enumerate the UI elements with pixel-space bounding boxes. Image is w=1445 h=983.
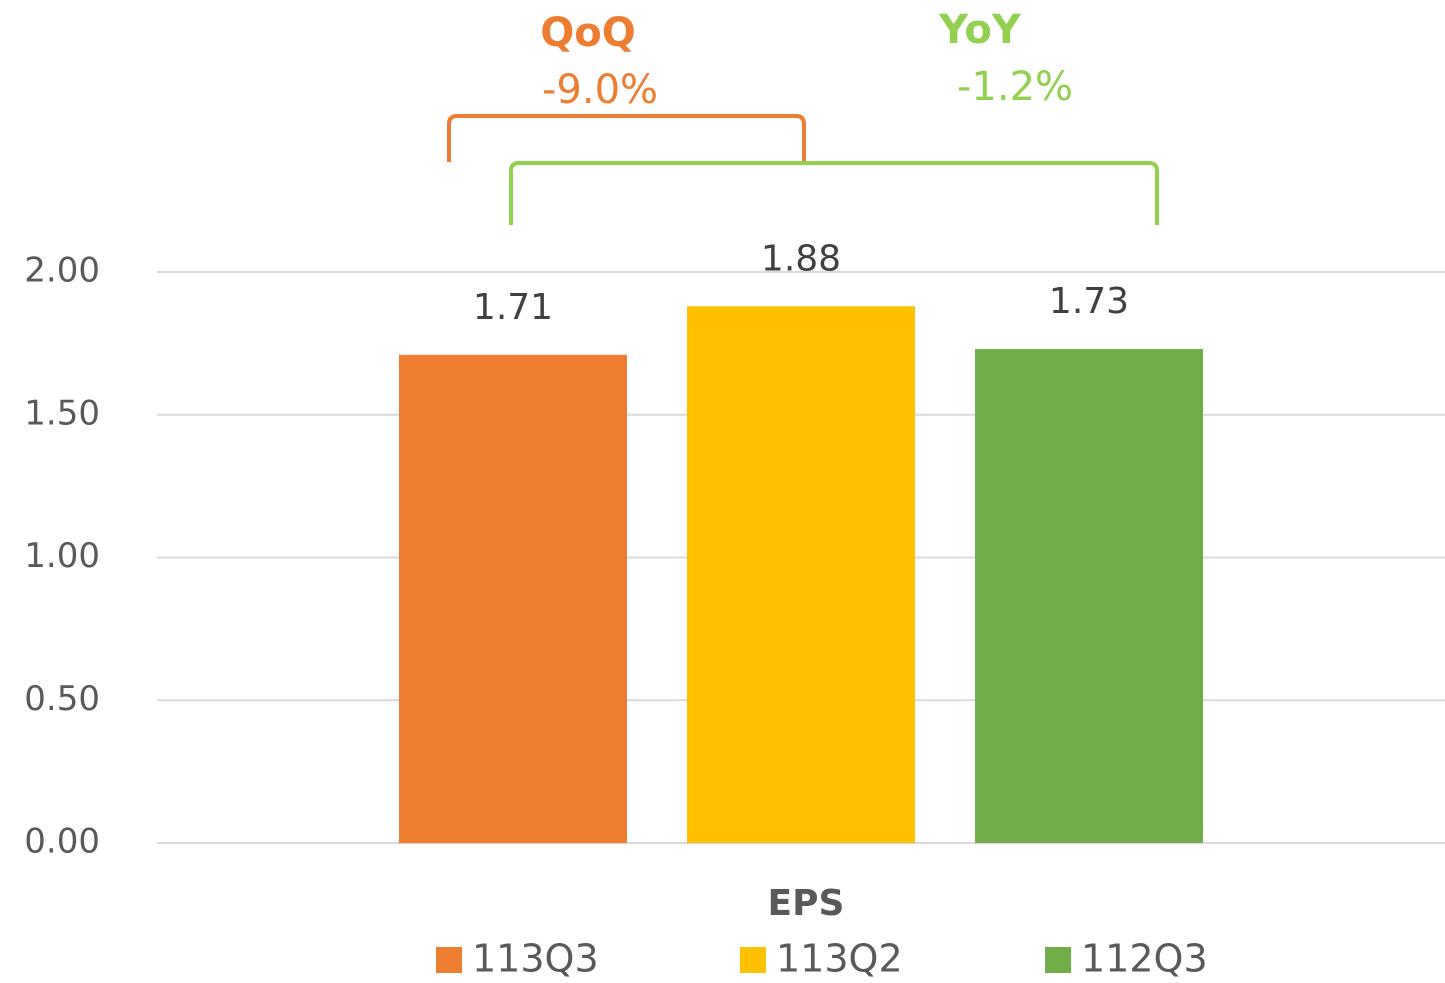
legend-label: 113Q3 xyxy=(472,937,599,981)
bar xyxy=(975,349,1203,843)
bar xyxy=(687,306,915,843)
legend-swatch xyxy=(1045,947,1071,973)
y-tick-label: 0.00 xyxy=(24,822,100,862)
y-tick-label: 1.50 xyxy=(24,393,100,433)
data-label: 1.71 xyxy=(473,287,553,328)
legend-swatch xyxy=(436,947,462,973)
qoq-bracket xyxy=(447,114,806,162)
legend-label: 112Q3 xyxy=(1081,937,1208,981)
data-label: 1.88 xyxy=(761,238,841,279)
yoy-bracket xyxy=(509,161,1159,225)
data-label: 1.73 xyxy=(1049,281,1129,322)
y-tick-label: 1.00 xyxy=(24,536,100,576)
legend-swatch xyxy=(740,947,766,973)
y-tick-label: 2.00 xyxy=(24,251,100,291)
bar xyxy=(399,354,627,843)
annotation-text: -9.0% xyxy=(542,67,658,113)
x-tick-label: EPS xyxy=(768,883,845,924)
y-tick-label: 0.50 xyxy=(24,679,100,719)
annotation-text: -1.2% xyxy=(957,64,1073,110)
annotation-title: QoQ xyxy=(540,10,636,56)
annotation-title: YoY xyxy=(938,7,1022,53)
legend-label: 113Q2 xyxy=(776,937,903,981)
